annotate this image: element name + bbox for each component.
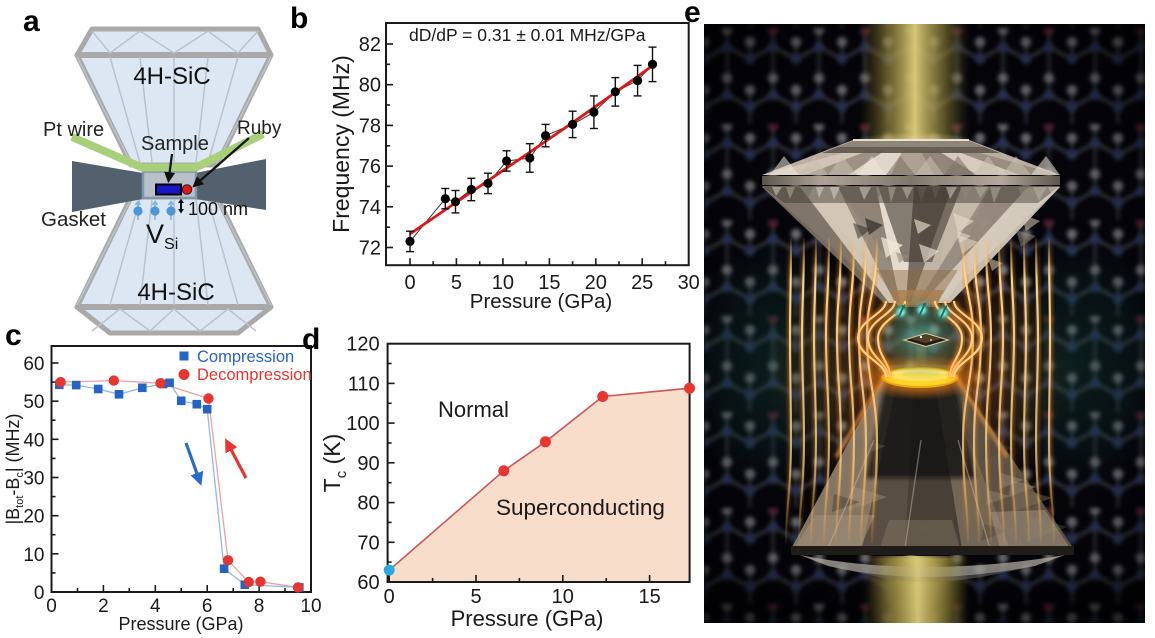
svg-text:0: 0: [46, 596, 57, 617]
svg-text:15: 15: [538, 272, 560, 294]
svg-text:0: 0: [404, 272, 415, 294]
svg-text:80: 80: [357, 493, 379, 515]
svg-text:c: c: [5, 319, 22, 352]
svg-text:0: 0: [34, 583, 45, 604]
svg-text:a: a: [23, 5, 40, 38]
svg-text:120: 120: [346, 334, 379, 356]
svg-text:100 nm: 100 nm: [188, 199, 248, 219]
svg-text:5: 5: [470, 586, 481, 608]
svg-text:Normal: Normal: [438, 397, 509, 422]
svg-text:72: 72: [359, 238, 381, 260]
svg-text:60: 60: [23, 354, 44, 375]
svg-text:Pt wire: Pt wire: [43, 119, 104, 141]
svg-text:d: d: [302, 323, 320, 356]
svg-text:20: 20: [585, 272, 607, 294]
svg-text:Sample: Sample: [141, 133, 209, 155]
svg-text:Superconducting: Superconducting: [496, 495, 665, 520]
svg-text:4H-SiC: 4H-SiC: [137, 279, 214, 306]
svg-text:50: 50: [23, 392, 44, 413]
svg-text:4: 4: [150, 596, 161, 617]
svg-text:|Btot-Bc| (MHz): |Btot-Bc| (MHz): [3, 413, 26, 524]
svg-text:100: 100: [346, 413, 379, 435]
svg-text:Pressure (GPa): Pressure (GPa): [470, 290, 612, 313]
svg-text:30: 30: [678, 272, 700, 294]
svg-text:82: 82: [359, 34, 381, 56]
svg-text:10: 10: [492, 272, 514, 294]
svg-text:78: 78: [359, 115, 381, 137]
svg-text:Pressure (GPa): Pressure (GPa): [118, 614, 243, 634]
svg-text:Decompression: Decompression: [197, 366, 312, 384]
svg-text:10: 10: [552, 586, 574, 608]
svg-text:dD/dP = 0.31 ± 0.01 MHz/GPa: dD/dP = 0.31 ± 0.01 MHz/GPa: [409, 25, 646, 45]
svg-text:60: 60: [357, 572, 379, 594]
svg-text:30: 30: [23, 469, 44, 490]
svg-text:4H-SiC: 4H-SiC: [133, 63, 210, 90]
svg-text:Gasket: Gasket: [41, 208, 106, 231]
svg-text:40: 40: [23, 430, 44, 451]
svg-text:10: 10: [23, 545, 44, 566]
svg-text:8: 8: [254, 596, 265, 617]
svg-text:90: 90: [357, 453, 379, 475]
svg-text:80: 80: [359, 75, 381, 97]
svg-text:10: 10: [300, 596, 321, 617]
svg-text:0: 0: [384, 586, 395, 608]
svg-text:70: 70: [357, 532, 379, 554]
svg-text:5: 5: [451, 272, 462, 294]
svg-text:Frequency (MHz): Frequency (MHz): [328, 55, 354, 233]
svg-text:Ruby: Ruby: [237, 118, 282, 139]
svg-text:b: b: [290, 2, 308, 35]
svg-text:76: 76: [359, 156, 381, 178]
svg-text:15: 15: [638, 586, 660, 608]
svg-text:Tc (K): Tc (K): [319, 434, 350, 493]
svg-text:110: 110: [348, 373, 380, 395]
svg-text:25: 25: [631, 272, 653, 294]
svg-text:e: e: [684, 0, 701, 29]
svg-text:6: 6: [202, 596, 213, 617]
svg-text:2: 2: [98, 596, 109, 617]
svg-text:Compression: Compression: [197, 348, 294, 366]
svg-text:Pressure (GPa): Pressure (GPa): [451, 606, 604, 631]
svg-text:74: 74: [359, 197, 381, 219]
svg-text:20: 20: [23, 507, 44, 528]
